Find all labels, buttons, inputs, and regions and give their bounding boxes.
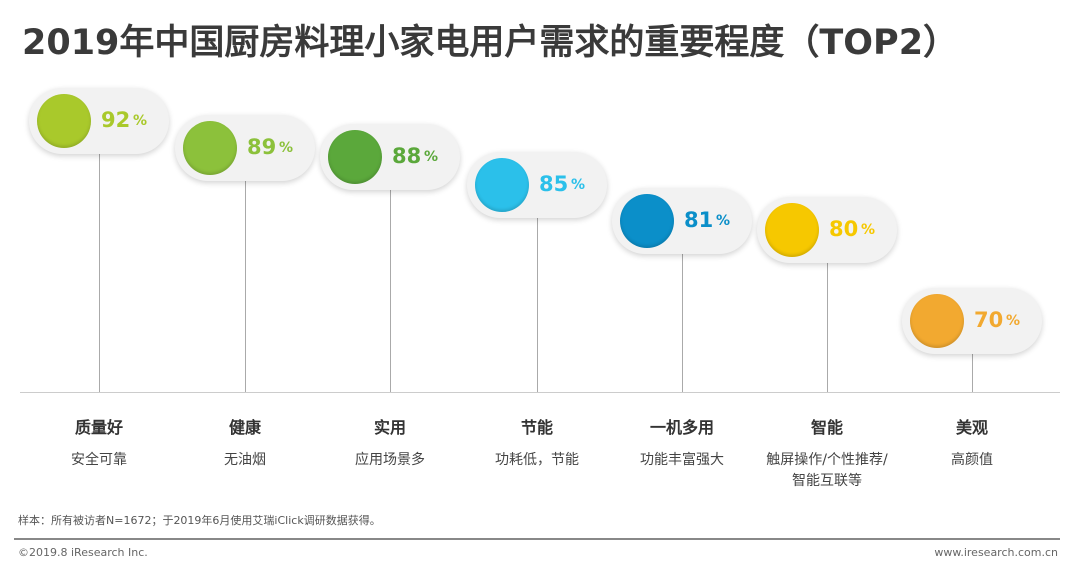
value-pill: 81%: [612, 188, 752, 254]
category-description: 功耗低，节能: [495, 452, 579, 468]
value-pill: 89%: [175, 115, 315, 181]
page-title: 2019年中国厨房料理小家电用户需求的重要程度（TOP2）: [22, 23, 959, 63]
percent-unit: %: [571, 177, 586, 193]
data-label: 80: [829, 217, 859, 241]
footer-divider: [14, 538, 1060, 540]
category-label: 质量好: [74, 418, 123, 437]
value-pill: 88%: [320, 124, 460, 190]
leader-line: [99, 154, 100, 392]
percent-unit: %: [133, 113, 148, 129]
category-label: 一机多用: [649, 418, 714, 437]
sample-note: 样本：所有被访者N=1672；于2019年6月使用艾瑞iClick调研数据获得。: [18, 514, 381, 527]
circle-marker: [328, 130, 382, 184]
chart-area: 92% 质量好安全可靠 89% 健康无油烟 88% 实用应用场景多 85% 节能功耗低，节能 8…: [20, 88, 1060, 489]
value-pill: 85%: [467, 152, 607, 218]
category-description: 无油烟: [224, 452, 266, 468]
category-label: 实用: [373, 418, 406, 437]
baseline: [20, 392, 1060, 393]
value-pill: 80%: [757, 197, 897, 263]
percent-unit: %: [424, 149, 439, 165]
copyright: ©2019.8 iResearch Inc.: [18, 546, 148, 559]
data-label: 81: [684, 208, 714, 232]
category-description: 安全可靠: [71, 452, 127, 468]
percent-unit: %: [1006, 313, 1021, 329]
value-pill: 70%: [902, 288, 1042, 354]
percent-unit: %: [861, 222, 876, 238]
circle-marker: [183, 121, 237, 175]
category-description: 应用场景多: [355, 452, 425, 468]
data-label: 92: [101, 108, 131, 132]
data-label: 88: [392, 144, 422, 168]
leader-line: [537, 218, 538, 392]
circle-marker: [910, 294, 964, 348]
category-label: 节能: [520, 418, 553, 437]
percent-unit: %: [716, 213, 731, 229]
leader-line: [245, 181, 246, 392]
leader-line: [390, 190, 391, 392]
circle-marker: [475, 158, 529, 212]
category-label: 健康: [228, 418, 261, 437]
circle-marker: [37, 94, 91, 148]
leader-line: [682, 254, 683, 392]
data-label: 85: [539, 172, 569, 196]
category-label: 美观: [955, 418, 988, 437]
leader-line: [827, 263, 828, 392]
circle-marker: [765, 203, 819, 257]
category-description: 触屏操作/个性推荐/智能互联等: [766, 452, 888, 489]
data-label: 89: [247, 135, 277, 159]
percent-unit: %: [279, 140, 294, 156]
data-label: 70: [974, 308, 1004, 332]
website-link[interactable]: www.iresearch.com.cn: [934, 546, 1058, 559]
category-label: 智能: [810, 418, 843, 437]
value-pill: 92%: [29, 88, 169, 154]
circle-marker: [620, 194, 674, 248]
category-description: 高颜值: [951, 452, 993, 468]
category-description: 功能丰富强大: [640, 452, 724, 468]
leader-line: [972, 354, 973, 392]
